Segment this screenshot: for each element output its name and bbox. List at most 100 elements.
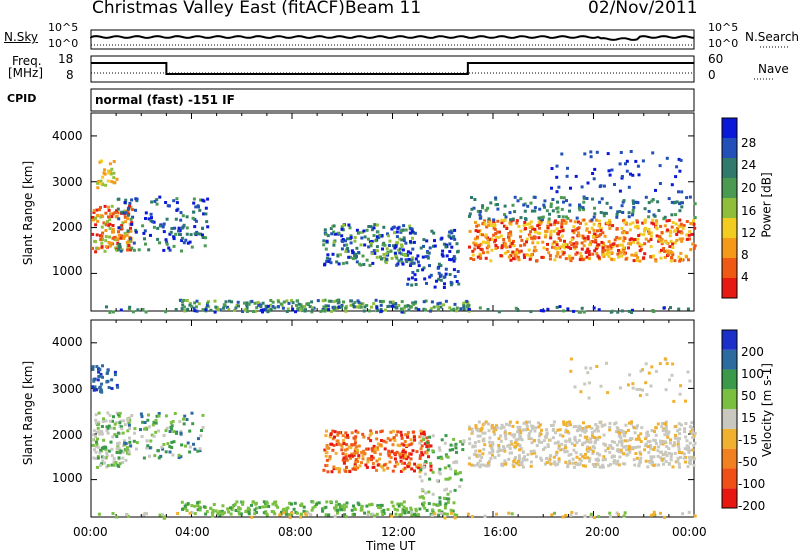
velocity-cell [683, 430, 687, 434]
power-cell [628, 238, 632, 242]
power-cell [611, 242, 615, 246]
velocity-cell [613, 440, 616, 444]
power-cell [117, 197, 121, 201]
housekeeping-lines [90, 35, 790, 80]
velocity-cell [390, 514, 394, 518]
velocity-cell [125, 513, 129, 517]
velocity-cell [639, 432, 643, 436]
power-cell [621, 200, 625, 204]
velocity-cell [668, 441, 672, 445]
power-cell [296, 299, 300, 303]
power-cbar-tick-4: 4 [741, 270, 749, 284]
velocity-cell [650, 513, 653, 517]
power-cell [538, 226, 541, 230]
power-cell [654, 259, 658, 263]
velocity-cell [172, 440, 176, 444]
power-cell [345, 243, 349, 247]
velocity-cell [545, 432, 549, 436]
power-cell [406, 250, 410, 254]
velocity-cell [472, 464, 476, 467]
power-cell [470, 207, 474, 211]
velocity-cell [523, 428, 527, 432]
velocity-cell [591, 452, 595, 455]
power-cell [192, 201, 196, 205]
velocity-cell [233, 502, 237, 506]
velocity-cell [631, 386, 635, 390]
power-cell [578, 203, 581, 207]
power-cell [569, 219, 573, 223]
power-cell [579, 252, 583, 256]
velocity-cell [353, 465, 356, 469]
power-cell [597, 234, 601, 238]
velocity-cell [399, 469, 403, 473]
velocity-cell [617, 450, 621, 454]
power-cell [674, 175, 678, 179]
power-cell [572, 225, 576, 229]
velocity-cell [332, 467, 336, 471]
velocity-cell [438, 500, 442, 504]
velocity-cell [618, 386, 622, 390]
power-cell [266, 310, 270, 314]
power-cell [602, 211, 606, 215]
velocity-cell [113, 433, 117, 437]
velocity-cell [177, 453, 181, 457]
power-cell [636, 241, 640, 245]
power-cell [437, 271, 441, 275]
velocity-cell [324, 434, 328, 438]
velocity-cell [540, 458, 544, 462]
velocity-cell [179, 432, 183, 436]
power-cell [567, 245, 571, 249]
power-cell [277, 300, 281, 304]
power-cell [333, 232, 337, 236]
power-cell [680, 239, 684, 243]
power-cell [142, 231, 146, 235]
velocity-cell [400, 461, 404, 465]
power-cell [95, 208, 99, 212]
velocity-cell [95, 445, 98, 448]
power-cell [416, 260, 420, 264]
power-cell [120, 234, 124, 238]
velocity-cell [424, 460, 428, 463]
power-cell [667, 219, 671, 222]
power-cell [327, 299, 331, 303]
velocity-cell [687, 450, 691, 454]
power-cell [632, 205, 636, 209]
power-cell [245, 306, 249, 309]
power-cell [503, 224, 506, 228]
power-cell [395, 256, 399, 260]
cpid-panel-frame [90, 88, 695, 112]
velocity-cell [588, 457, 592, 460]
power-cell [583, 237, 587, 240]
power-cell [622, 252, 626, 256]
velocity-cell [612, 461, 616, 465]
velocity-cell [436, 504, 440, 507]
velocity-ytick-1000: 1000 [52, 471, 83, 485]
power-cell [496, 203, 499, 206]
power-cell [606, 248, 610, 252]
velocity-cell [497, 453, 501, 457]
velocity-cell [342, 456, 346, 460]
velocity-cell [375, 430, 378, 434]
velocity-cell [357, 454, 361, 458]
velocity-cell [577, 428, 581, 432]
velocity-cell [652, 510, 656, 514]
power-cell [250, 299, 254, 303]
velocity-cell [246, 506, 250, 510]
velocity-cell [423, 442, 427, 446]
velocity-cell [587, 381, 591, 385]
power-cell [299, 308, 303, 312]
power-cell [500, 221, 504, 225]
velocity-cell [567, 459, 571, 463]
velocity-cell [404, 433, 408, 437]
power-cell [515, 219, 519, 223]
velocity-cell [557, 447, 561, 450]
power-cbar-tick-16: 16 [741, 204, 757, 218]
power-cell [193, 301, 197, 305]
velocity-cell [97, 375, 101, 378]
velocity-cell [431, 434, 435, 438]
power-colorbar-swatch [722, 278, 737, 298]
power-cell [647, 201, 651, 205]
velocity-cell [691, 436, 695, 439]
power-cell [618, 162, 622, 166]
power-cell [669, 259, 673, 263]
